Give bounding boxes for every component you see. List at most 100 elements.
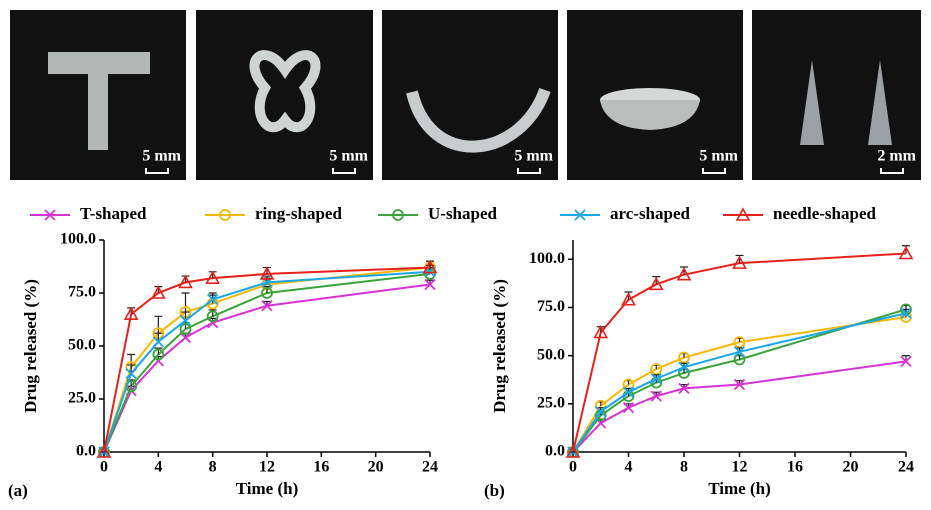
series-line [103,283,431,453]
marker [424,278,436,291]
photos [10,10,921,180]
marker [422,259,438,274]
marker [900,307,912,319]
marker [648,276,664,291]
marker [152,348,165,361]
x-tick-label: 12 [259,459,275,476]
marker [179,323,192,335]
error-bar [127,364,136,374]
marker [206,310,219,323]
y-tick-label: 100.0 [529,250,565,267]
marker [595,405,607,418]
marker [622,386,635,398]
y-tick-label: 25.0 [537,394,565,411]
marker [593,324,609,339]
x-tick-label: 8 [209,459,217,476]
marker [733,353,746,366]
marker [205,270,221,284]
marker [678,361,690,373]
y-axis-label: Drug released (%) [21,279,40,413]
marker [622,402,635,414]
legend-label: U-shaped [428,204,498,223]
x-tick-label: 24 [898,459,914,476]
x-axis-label: Time (h) [236,479,299,498]
scale-label: 5 mm [514,148,553,165]
marker [621,292,636,306]
marker [898,245,914,260]
ring-object [249,50,321,133]
photo [752,10,921,180]
scale-bar [880,168,904,174]
panel-label: (a) [8,481,28,500]
series-line [103,272,431,453]
x-tick-label: 20 [843,459,859,476]
x-tick-label: 16 [313,459,329,476]
legend-label: ring-shaped [255,204,342,223]
scale-bar [145,168,169,174]
x-tick-label: 0 [100,459,108,476]
x-tick-label: 4 [154,459,162,476]
scale-label: 5 mm [329,148,368,165]
panel-label: (b) [484,481,505,500]
marker [574,209,586,221]
marker [733,378,746,391]
error-bar [154,315,163,334]
scale-label: 5 mm [142,148,181,165]
marker [650,363,663,376]
marker [261,300,273,312]
marker [735,207,751,221]
u-object [406,87,551,153]
scale-bar [332,168,356,174]
chart: 0.0 25.0 50.0 75.0 100.0 0 4 8 12 16 20 24 Time (h) D… [484,240,914,500]
marker [733,336,746,349]
x-tick-label: 8 [680,459,688,476]
marker [96,444,112,458]
legend-label: needle-shaped [773,204,877,223]
y-tick-label: 100.0 [60,231,96,248]
y-tick-label: 50.0 [68,337,96,354]
error-bar [154,332,163,342]
x-tick-label: 20 [368,459,384,476]
marker [259,266,275,280]
marker [678,382,690,395]
marker [123,306,139,320]
legend-label: arc-shaped [610,204,691,223]
scale-bars: 5 mm 5 mm 5 mm 5 mm 2 mm [142,148,917,174]
marker [178,274,193,289]
needle-object [800,60,892,145]
chart: 0.0 25.0 50.0 75.0 100.0 0 4 8 12 16 20 24 Time (h) D… [8,231,438,500]
y-tick-label: 0.0 [76,443,96,460]
marker [565,444,581,458]
marker [207,293,219,305]
marker [125,367,137,380]
marker [900,355,912,368]
x-tick-label: 16 [787,459,803,476]
scale-bar [702,168,726,174]
marker [732,255,747,269]
scale-label: 5 mm [699,148,738,165]
marker [44,209,56,221]
marker [219,209,231,221]
marker [650,373,662,385]
y-tick-label: 50.0 [537,346,565,363]
marker [392,209,404,221]
x-tick-label: 24 [422,459,438,476]
error-bar [181,292,190,313]
x-axis-label: Time (h) [708,479,771,498]
marker [179,314,192,327]
y-tick-label: 0.0 [545,443,565,460]
marker [179,331,192,344]
y-axis-label: Drug released (%) [490,279,509,413]
x-tick-label: 4 [625,459,633,476]
y-tick-label: 25.0 [68,390,96,407]
legend: T-shaped ring-shaped U-shaped arc-shaped nee… [30,204,877,223]
marker [150,285,166,299]
scale-bar [517,168,541,174]
marker [650,390,662,402]
x-tick-label: 0 [569,459,577,476]
marker [152,336,164,348]
scale-label: 2 mm [877,148,916,165]
photo [196,10,373,180]
y-tick-label: 75.0 [68,284,96,301]
t-object [48,52,150,150]
